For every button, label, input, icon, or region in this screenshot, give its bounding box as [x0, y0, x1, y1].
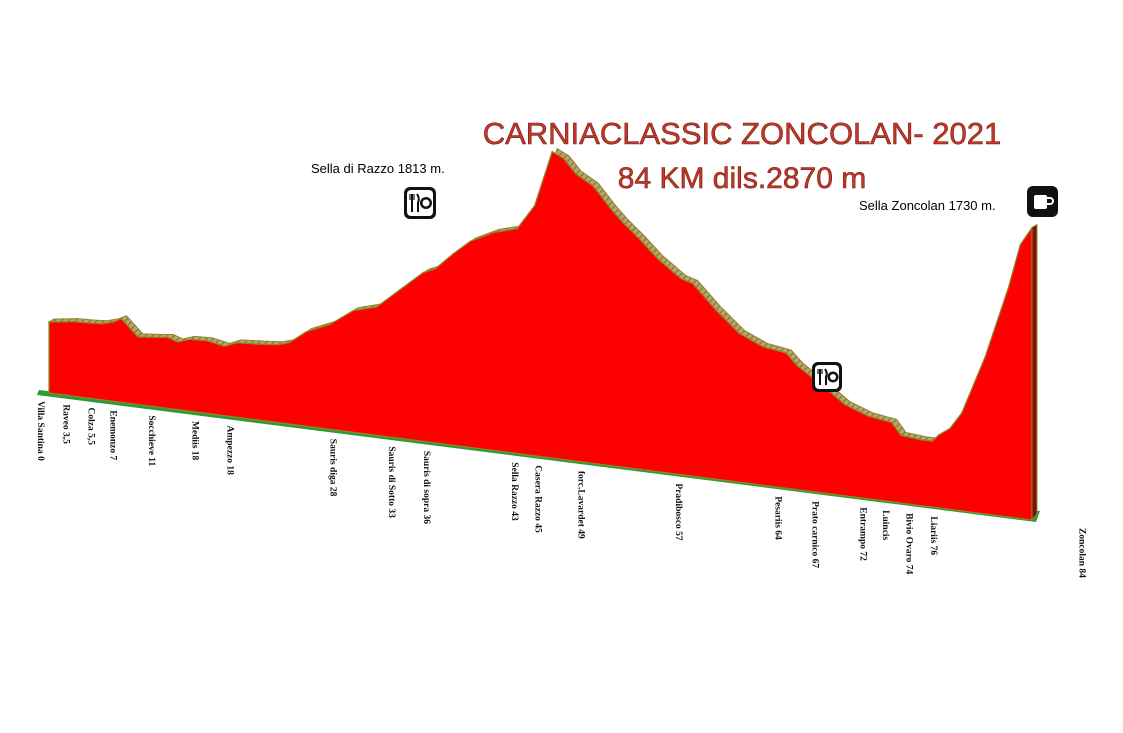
profile-point [167, 336, 169, 339]
profile-point [206, 340, 208, 342]
profile-point [867, 415, 869, 417]
profile-point [1019, 244, 1021, 246]
profile-point [551, 151, 553, 153]
profile-point [469, 240, 471, 242]
location-label: Sauris di Sotto 33 [386, 446, 396, 518]
profile-point [738, 332, 741, 335]
profile-point [920, 439, 922, 441]
profile-point [984, 356, 986, 358]
cup-icon [1027, 186, 1058, 217]
profile-point [452, 253, 454, 255]
location-label: Bivio Ovaro 74 [903, 513, 913, 574]
location-label: Prato carnico 67 [810, 501, 820, 568]
profile-point [961, 412, 963, 414]
location-label: Liariis 76 [928, 516, 938, 555]
location-label: Sauris di sopra 36 [421, 451, 431, 524]
profile-point [48, 321, 50, 323]
chart-subtitle: 84 KM dils.2870 m [618, 162, 866, 195]
location-label: Casera Razzo 45 [532, 465, 542, 533]
location-label: Socchieve 11 [146, 415, 156, 466]
location-label: forc.Lavardet 49 [576, 471, 586, 539]
profile-point [434, 268, 436, 270]
profile-point [101, 323, 103, 325]
location-label: Sauris diga 28 [328, 439, 338, 497]
profile-point [680, 278, 682, 280]
food-icon [404, 187, 436, 219]
profile-point [493, 231, 495, 234]
location-label: Pesariis 64 [772, 496, 782, 540]
location-label: Mediis 18 [189, 421, 199, 461]
profile-point [376, 306, 378, 308]
profile-point [844, 403, 846, 406]
location-label: Pradibosco 57 [673, 483, 683, 541]
food-icon [812, 362, 842, 392]
profile-point [575, 173, 577, 175]
profile-point [329, 323, 331, 326]
summit-label-razzo: Sella di Razzo 1813 m. [311, 161, 445, 176]
location-label: Raveo 3,5 [61, 404, 71, 444]
profile-point [563, 158, 565, 160]
profile-point [715, 309, 717, 311]
location-label: Villa Santina 0 [35, 401, 45, 461]
profile-end-face [1031, 223, 1038, 522]
location-label: Zoncolan 84 [1077, 528, 1087, 578]
profile-point [223, 345, 226, 347]
location-labels: Villa Santina 0 Raveo 3,5 Colza 5,5 Enemonz… [35, 401, 1087, 578]
location-label: Enemonzo 7 [108, 410, 118, 460]
profile-point [949, 427, 951, 429]
profile-point [785, 352, 787, 354]
profile-point [656, 258, 659, 260]
profile-point [153, 336, 155, 338]
profile-point [610, 208, 612, 210]
profile-point [797, 365, 799, 367]
location-label: Entrampo 72 [858, 507, 868, 561]
profile-point [1031, 227, 1033, 229]
profile-point [120, 318, 123, 320]
location-label: Colza 5,5 [85, 408, 95, 446]
profile-point [639, 238, 641, 241]
profile-point [130, 328, 132, 330]
summit-label-zoncolan: Sella Zoncolan 1730 m. [859, 198, 996, 213]
profile-point [89, 322, 91, 324]
profile-point [352, 310, 354, 312]
profile-point [692, 282, 694, 285]
profile-point [900, 434, 902, 437]
profile-point [931, 440, 934, 442]
profile-point [1007, 286, 1010, 288]
profile-point [188, 338, 191, 340]
location-label: Sella Razzo 43 [509, 462, 519, 521]
profile-point [399, 289, 401, 291]
profile-point [177, 341, 179, 343]
profile-point [592, 185, 594, 187]
profile-point [60, 321, 62, 323]
chart-title: CARNIACLASSIC ZONCOLAN- 2021 [483, 116, 1002, 151]
elevation-profile [37, 147, 1040, 522]
profile-point [305, 331, 308, 333]
profile-point [890, 421, 893, 424]
profile-point [276, 344, 278, 346]
location-label: Ampezzo 18 [225, 425, 235, 475]
profile-point [288, 342, 290, 344]
profile-point [937, 434, 939, 436]
profile-point [71, 321, 74, 323]
profile-point [762, 346, 764, 348]
profile-point [137, 336, 139, 338]
profile-point [422, 271, 425, 273]
profile-point [534, 205, 536, 207]
location-label: Luincis [880, 510, 890, 540]
profile-point [235, 342, 237, 344]
profile-point [259, 343, 261, 345]
profile-point [112, 321, 114, 323]
profile-point [516, 228, 518, 230]
profile-point [621, 221, 624, 223]
